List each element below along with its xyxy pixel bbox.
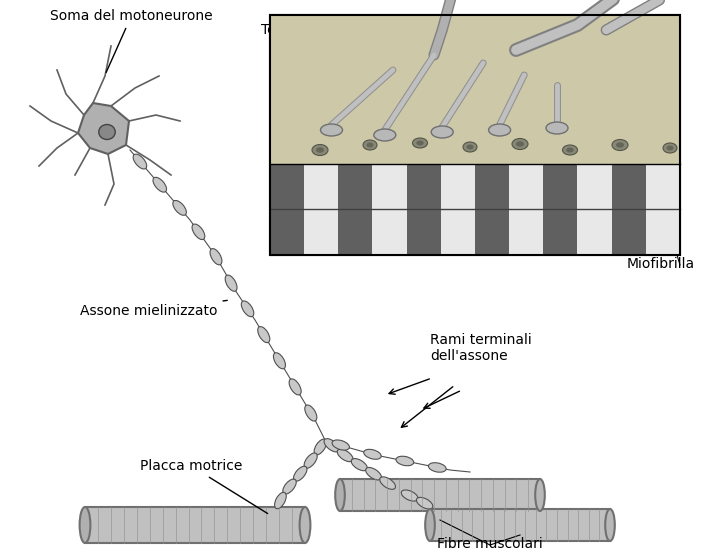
Ellipse shape xyxy=(305,405,317,421)
Ellipse shape xyxy=(316,147,324,153)
Ellipse shape xyxy=(153,177,166,192)
Bar xyxy=(270,164,304,255)
Bar xyxy=(406,164,441,255)
Ellipse shape xyxy=(366,468,381,480)
Ellipse shape xyxy=(562,145,578,155)
Text: Placca motrice: Placca motrice xyxy=(140,459,267,514)
Ellipse shape xyxy=(312,145,328,156)
Ellipse shape xyxy=(335,479,345,511)
Ellipse shape xyxy=(467,145,474,150)
Text: Rami terminali
dell'assone: Rami terminali dell'assone xyxy=(430,333,531,363)
Ellipse shape xyxy=(274,492,286,509)
Ellipse shape xyxy=(283,479,296,494)
Ellipse shape xyxy=(535,479,545,511)
Ellipse shape xyxy=(396,456,413,466)
Ellipse shape xyxy=(293,466,307,481)
Bar xyxy=(270,15,680,164)
Polygon shape xyxy=(85,507,305,543)
Ellipse shape xyxy=(546,122,568,134)
Ellipse shape xyxy=(79,507,91,543)
Ellipse shape xyxy=(428,463,446,472)
Ellipse shape xyxy=(605,509,615,541)
Ellipse shape xyxy=(363,140,377,150)
Ellipse shape xyxy=(516,141,524,147)
Ellipse shape xyxy=(567,147,574,152)
Bar xyxy=(646,164,680,255)
Ellipse shape xyxy=(612,140,628,151)
Text: Fibre muscolari: Fibre muscolari xyxy=(437,537,543,551)
FancyBboxPatch shape xyxy=(270,15,680,255)
Ellipse shape xyxy=(512,138,528,150)
Ellipse shape xyxy=(431,126,453,138)
Bar xyxy=(578,164,611,255)
Bar xyxy=(509,164,543,255)
Ellipse shape xyxy=(366,142,373,147)
Ellipse shape xyxy=(416,141,424,146)
Ellipse shape xyxy=(402,490,418,501)
Ellipse shape xyxy=(425,509,435,541)
Ellipse shape xyxy=(413,138,428,148)
Text: Assone mielinizzato: Assone mielinizzato xyxy=(80,300,227,318)
Bar xyxy=(338,164,373,255)
Ellipse shape xyxy=(192,224,205,240)
Polygon shape xyxy=(78,103,129,154)
Ellipse shape xyxy=(273,353,286,369)
Bar xyxy=(373,164,406,255)
Bar xyxy=(304,164,338,255)
Ellipse shape xyxy=(663,143,677,153)
Ellipse shape xyxy=(225,275,237,291)
Ellipse shape xyxy=(463,142,477,152)
Bar xyxy=(441,164,475,255)
Ellipse shape xyxy=(666,146,673,151)
Ellipse shape xyxy=(241,301,254,317)
Ellipse shape xyxy=(351,459,367,471)
Ellipse shape xyxy=(380,477,395,489)
Ellipse shape xyxy=(289,379,301,395)
Bar xyxy=(475,164,509,255)
Ellipse shape xyxy=(99,125,115,140)
Ellipse shape xyxy=(300,507,310,543)
Bar xyxy=(270,164,680,255)
Ellipse shape xyxy=(616,142,624,148)
Polygon shape xyxy=(340,479,540,511)
Ellipse shape xyxy=(324,439,339,452)
Ellipse shape xyxy=(337,449,353,461)
Bar xyxy=(543,164,578,255)
Ellipse shape xyxy=(321,124,343,136)
Ellipse shape xyxy=(373,129,396,141)
Ellipse shape xyxy=(314,439,326,455)
Ellipse shape xyxy=(173,200,186,215)
Polygon shape xyxy=(430,509,610,541)
Ellipse shape xyxy=(489,124,510,136)
Text: Terminale
nervoso: Terminale nervoso xyxy=(261,23,329,53)
Ellipse shape xyxy=(133,154,147,169)
Ellipse shape xyxy=(416,498,433,509)
Text: Miofibrilla: Miofibrilla xyxy=(627,257,695,271)
Ellipse shape xyxy=(210,249,222,265)
Ellipse shape xyxy=(304,453,317,468)
Bar xyxy=(611,164,646,255)
Ellipse shape xyxy=(364,449,381,459)
Text: Soma del motoneurone: Soma del motoneurone xyxy=(50,9,213,72)
Ellipse shape xyxy=(332,440,350,450)
Ellipse shape xyxy=(258,326,270,342)
